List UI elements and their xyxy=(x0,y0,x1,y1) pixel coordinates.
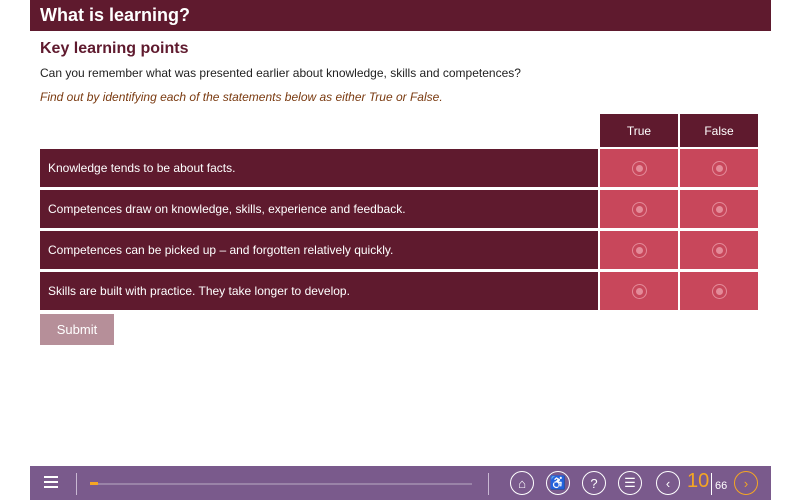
true-radio-icon[interactable] xyxy=(631,160,647,176)
accessibility-icon[interactable]: ♿ xyxy=(546,471,570,495)
submit-button[interactable]: Submit xyxy=(40,314,114,345)
help-icon[interactable]: ? xyxy=(582,471,606,495)
true-radio-cell[interactable] xyxy=(600,272,678,310)
next-icon[interactable]: › xyxy=(734,471,758,495)
true-radio-cell[interactable] xyxy=(600,190,678,228)
divider xyxy=(76,473,77,495)
home-icon[interactable]: ⌂ xyxy=(510,471,534,495)
statement-row: Skills are built with practice. They tak… xyxy=(40,272,598,310)
question-text: Can you remember what was presented earl… xyxy=(40,66,521,80)
true-radio-cell[interactable] xyxy=(600,149,678,187)
true-radio-icon[interactable] xyxy=(631,283,647,299)
page-title: What is learning? xyxy=(40,5,191,25)
column-header-false: False xyxy=(680,114,758,147)
true-radio-icon[interactable] xyxy=(631,242,647,258)
total-pages: 66 xyxy=(715,480,728,492)
true-radio-cell[interactable] xyxy=(600,231,678,269)
progress-fill xyxy=(90,482,98,485)
false-radio-cell[interactable] xyxy=(680,231,758,269)
statement-row: Competences can be picked up – and forgo… xyxy=(40,231,598,269)
false-radio-cell[interactable] xyxy=(680,272,758,310)
current-page: 10 xyxy=(687,470,710,492)
false-radio-icon[interactable] xyxy=(711,160,727,176)
false-radio-icon[interactable] xyxy=(711,283,727,299)
statement-row: Knowledge tends to be about facts. xyxy=(40,149,598,187)
previous-icon[interactable]: ‹ xyxy=(656,471,680,495)
notes-icon[interactable]: ☰ xyxy=(618,471,642,495)
true-radio-icon[interactable] xyxy=(631,201,647,217)
instruction-text: Find out by identifying each of the stat… xyxy=(40,90,443,104)
section-subtitle: Key learning points xyxy=(40,40,189,57)
column-header-true: True xyxy=(600,114,678,147)
divider xyxy=(711,473,712,495)
false-radio-icon[interactable] xyxy=(711,201,727,217)
false-radio-cell[interactable] xyxy=(680,149,758,187)
false-radio-cell[interactable] xyxy=(680,190,758,228)
footer-nav-bar: ⌂ ♿ ? ☰ ‹ 10 66 › xyxy=(30,466,771,500)
menu-icon[interactable] xyxy=(44,476,58,490)
statement-row: Competences draw on knowledge, skills, e… xyxy=(40,190,598,228)
page-header: What is learning? xyxy=(30,0,771,31)
progress-track xyxy=(90,482,472,485)
false-radio-icon[interactable] xyxy=(711,242,727,258)
divider xyxy=(488,473,489,495)
